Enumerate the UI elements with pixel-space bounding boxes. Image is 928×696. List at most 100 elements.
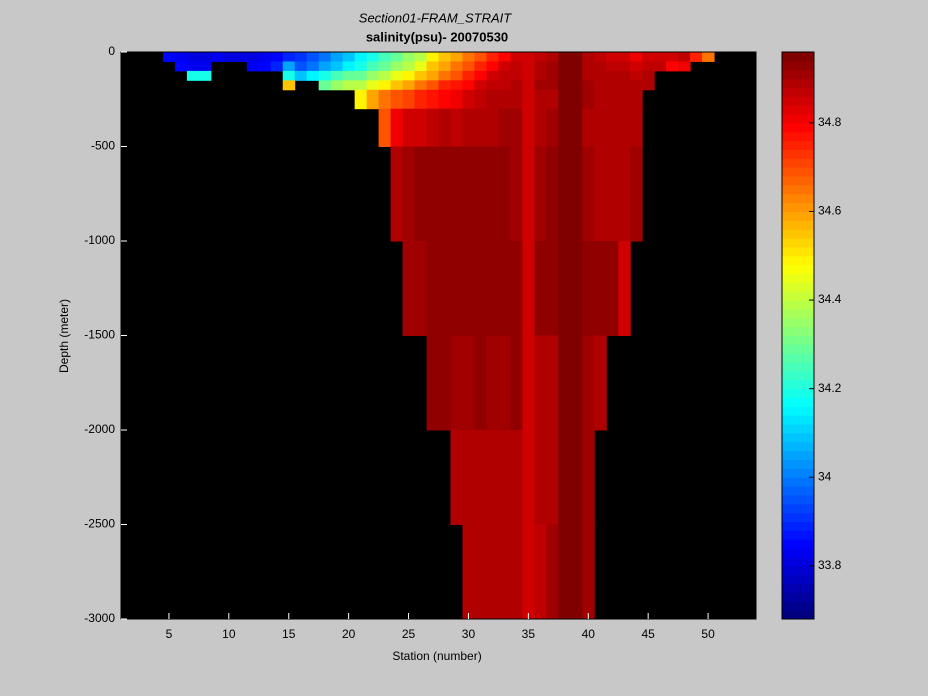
heat-cell (486, 430, 499, 525)
heat-cell (282, 61, 296, 72)
heat-cell (486, 108, 499, 147)
heat-cell (438, 241, 451, 336)
heat-cell (486, 524, 499, 620)
heat-cell (510, 430, 523, 525)
x-tick-label: 45 (641, 627, 655, 641)
colorbar-swatch (782, 494, 814, 505)
heat-cell (498, 241, 511, 336)
heat-cell (378, 70, 392, 81)
heat-cell (402, 80, 416, 91)
colorbar-swatch (782, 317, 814, 328)
colorbar-swatch (782, 220, 814, 230)
colorbar-swatch (782, 308, 814, 319)
heat-cell (606, 89, 619, 110)
heat-cell (534, 524, 547, 620)
heat-cell (294, 70, 308, 81)
heat-cell (510, 70, 523, 81)
heat-cell (354, 80, 368, 91)
heat-cell (402, 146, 416, 242)
colorbar-swatch (782, 255, 814, 266)
heat-cell (618, 70, 631, 81)
heat-cell (510, 108, 523, 147)
heat-cell (522, 52, 535, 62)
heat-cell (570, 430, 583, 525)
heat-cell (366, 70, 380, 81)
heat-cell (438, 146, 451, 242)
heat-cell (402, 70, 416, 81)
heat-cell (306, 52, 320, 62)
heat-cell (606, 52, 619, 62)
heat-cell (486, 89, 499, 110)
heat-cell (582, 524, 595, 620)
heat-cell (558, 241, 571, 336)
heat-cell (474, 70, 487, 81)
y-tick-label: -1000 (84, 233, 115, 247)
heat-cell (534, 70, 547, 81)
heat-cell (450, 241, 463, 336)
heat-cell (546, 430, 559, 525)
colorbar-swatch (782, 246, 814, 257)
heat-cell (426, 335, 439, 431)
colorbar-swatch (782, 459, 814, 469)
heat-cell (414, 89, 428, 110)
heat-cell (534, 80, 547, 91)
heat-cell (438, 61, 451, 72)
chart-subtitle: salinity(psu)- 20070530 (366, 29, 508, 44)
colorbar-swatch (782, 211, 814, 221)
heat-cell (414, 61, 428, 72)
heat-cell (558, 335, 571, 431)
heat-cell (558, 430, 571, 525)
heat-cell (570, 89, 583, 110)
heat-cell (186, 61, 200, 72)
heat-cell (474, 89, 487, 110)
heat-cell (282, 70, 296, 81)
colorbar-swatch (782, 184, 814, 195)
heat-cell (510, 524, 523, 620)
x-tick-label: 10 (222, 627, 236, 641)
heat-cell (558, 524, 571, 620)
heat-cell (330, 52, 344, 62)
heat-cell (342, 70, 356, 81)
colorbar-swatch (782, 149, 814, 159)
heat-cell (450, 89, 463, 110)
heat-cell (594, 80, 607, 91)
heat-cell (594, 52, 607, 62)
heat-cell (534, 241, 547, 336)
heat-cell (402, 52, 416, 62)
heat-cell (618, 108, 631, 147)
heat-cell (414, 241, 428, 336)
heat-cell (198, 61, 212, 72)
heat-cell (534, 61, 547, 72)
heat-cell (366, 52, 380, 62)
heat-cell (522, 70, 535, 81)
heat-cell (498, 89, 511, 110)
colorbar-swatch (782, 477, 814, 487)
heat-cell (630, 108, 643, 147)
heat-cell (606, 80, 619, 91)
colorbar-swatch (782, 362, 814, 372)
colorbar-swatch (782, 610, 814, 620)
heat-cell (426, 241, 439, 336)
colorbar-swatch (782, 87, 814, 97)
heat-cell (498, 80, 511, 91)
heat-cell (390, 70, 404, 81)
heat-cell (462, 335, 475, 431)
heat-cell (678, 61, 691, 72)
heat-cell (582, 241, 595, 336)
heat-cell (210, 52, 224, 62)
heat-cell (426, 61, 439, 72)
colorbar-swatch (782, 131, 814, 142)
heat-cell (642, 61, 655, 72)
heat-cell (366, 61, 380, 72)
colorbar-tick-label: 34 (818, 469, 832, 483)
heat-cell (450, 70, 463, 81)
colorbar-swatch (782, 69, 814, 80)
y-tick-label: -3000 (84, 611, 115, 625)
colorbar-swatch (782, 406, 814, 416)
heat-cell (522, 241, 535, 336)
heat-cell (414, 108, 428, 147)
heat-cell (606, 241, 619, 336)
heat-cell (222, 52, 236, 62)
heat-cell (378, 52, 392, 62)
colorbar-swatch (782, 300, 814, 310)
